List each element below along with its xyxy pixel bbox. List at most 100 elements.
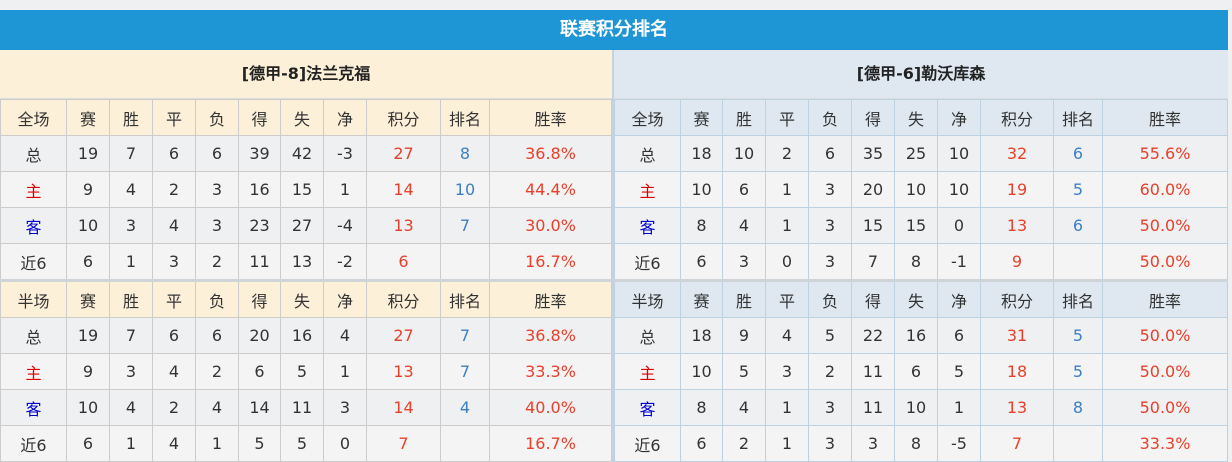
col-header-points: 积分 xyxy=(366,99,441,136)
cell-goals-for: 3 xyxy=(851,425,895,462)
col-header-points: 积分 xyxy=(980,99,1054,136)
cell-played: 18 xyxy=(680,317,723,354)
table-row: 客 10 4 2 4 14 11 3 14 4 40.0% xyxy=(0,389,612,426)
cell-goals-for: 5 xyxy=(238,425,281,462)
col-header-drawn: 平 xyxy=(152,99,196,136)
cell-lost: 6 xyxy=(808,135,852,172)
cell-points: 7 xyxy=(366,425,441,462)
col-header-win-rate: 胜率 xyxy=(489,279,612,318)
col-header-drawn: 平 xyxy=(765,99,809,136)
cell-goal-diff: -1 xyxy=(937,243,981,281)
cell-lost: 5 xyxy=(808,317,852,354)
table-row: 总 19 7 6 6 39 42 -3 27 8 36.8% xyxy=(0,135,612,172)
cell-played: 9 xyxy=(66,353,110,390)
table-row: 客 8 4 1 3 15 15 0 13 6 50.0% xyxy=(614,207,1228,244)
col-header-drawn: 平 xyxy=(765,279,809,318)
cell-label: 总 xyxy=(614,317,681,354)
cell-goals-against: 10 xyxy=(894,171,938,208)
cell-goals-against: 8 xyxy=(894,425,938,462)
col-header-goals-against: 失 xyxy=(280,279,324,318)
cell-lost: 3 xyxy=(808,171,852,208)
cell-played: 9 xyxy=(66,171,110,208)
cell-drawn: 4 xyxy=(152,353,196,390)
cell-rank xyxy=(1053,243,1103,281)
cell-won: 9 xyxy=(722,317,766,354)
col-header-label: 半场 xyxy=(614,279,681,318)
table-row: 主 9 3 4 2 6 5 1 13 7 33.3% xyxy=(0,353,612,390)
cell-goal-diff: 0 xyxy=(323,425,367,462)
cell-goal-diff: 6 xyxy=(937,317,981,354)
table-row: 主 9 4 2 3 16 15 1 14 10 44.4% xyxy=(0,171,612,208)
cell-goals-against: 5 xyxy=(280,425,324,462)
cell-played: 10 xyxy=(66,389,110,426)
cell-goal-diff: 4 xyxy=(323,317,367,354)
col-header-points: 积分 xyxy=(366,279,441,318)
table-row: 主 10 6 1 3 20 10 10 19 5 60.0% xyxy=(614,171,1228,208)
cell-goal-diff: 3 xyxy=(323,389,367,426)
cell-rank: 6 xyxy=(1053,207,1103,244)
table-row: 近6 6 1 4 1 5 5 0 7 16.7% xyxy=(0,425,612,462)
cell-played: 6 xyxy=(680,425,723,462)
cell-goal-diff: 1 xyxy=(323,171,367,208)
cell-points: 9 xyxy=(980,243,1054,281)
cell-lost: 3 xyxy=(808,389,852,426)
cell-rank: 8 xyxy=(440,135,490,172)
col-header-win-rate: 胜率 xyxy=(1102,279,1228,318)
cell-goal-diff: 1 xyxy=(323,353,367,390)
cell-points: 7 xyxy=(980,425,1054,462)
cell-rank: 7 xyxy=(440,353,490,390)
cell-win-rate: 50.0% xyxy=(1102,207,1228,244)
col-header-goal-diff: 净 xyxy=(323,99,367,136)
col-header-goals-against: 失 xyxy=(894,279,938,318)
col-header-label: 半场 xyxy=(0,279,67,318)
cell-goal-diff: -4 xyxy=(323,207,367,244)
cell-lost: 3 xyxy=(808,207,852,244)
cell-points: 14 xyxy=(366,389,441,426)
cell-win-rate: 16.7% xyxy=(489,425,612,462)
standings-widget: 联赛积分排名 [德甲-8]法兰克福 全场赛胜平负得失净积分 排名 胜率总 19 7 6 6 3… xyxy=(0,10,1228,462)
col-header-win-rate: 胜率 xyxy=(489,99,612,136)
cell-played: 10 xyxy=(680,171,723,208)
cell-rank: 5 xyxy=(1053,353,1103,390)
team-name: [德甲-6]勒沃库森 xyxy=(614,50,1228,99)
col-header-goals-for: 得 xyxy=(238,99,281,136)
cell-goals-for: 7 xyxy=(851,243,895,281)
table-row: 客 10 3 4 3 23 27 -4 13 7 30.0% xyxy=(0,207,612,244)
cell-rank: 7 xyxy=(440,317,490,354)
cell-drawn: 3 xyxy=(152,243,196,281)
cell-label: 主 xyxy=(614,353,681,390)
cell-points: 32 xyxy=(980,135,1054,172)
cell-goal-diff: 10 xyxy=(937,171,981,208)
standings-table: 全场赛胜平负得失净积分 排名 胜率总 18 10 2 6 35 25 10 32 6 55.6% 主 10 6… xyxy=(614,99,1228,462)
cell-goals-for: 20 xyxy=(851,171,895,208)
cell-win-rate: 55.6% xyxy=(1102,135,1228,172)
col-header-won: 胜 xyxy=(722,99,766,136)
col-header-rank: 排名 xyxy=(1053,99,1103,136)
col-header-won: 胜 xyxy=(722,279,766,318)
cell-goals-for: 39 xyxy=(238,135,281,172)
cell-rank: 7 xyxy=(440,207,490,244)
cell-played: 18 xyxy=(680,135,723,172)
cell-points: 31 xyxy=(980,317,1054,354)
cell-played: 10 xyxy=(680,353,723,390)
col-header-lost: 负 xyxy=(195,279,239,318)
cell-label: 客 xyxy=(614,389,681,426)
cell-points: 14 xyxy=(366,171,441,208)
header-row-half: 半场赛胜平负得失净积分 排名 胜率 xyxy=(614,279,1228,318)
col-header-goal-diff: 净 xyxy=(323,279,367,318)
cell-won: 6 xyxy=(722,171,766,208)
col-header-goals-for: 得 xyxy=(851,279,895,318)
cell-won: 3 xyxy=(109,353,153,390)
cell-goal-diff: 1 xyxy=(937,389,981,426)
cell-goals-for: 23 xyxy=(238,207,281,244)
cell-won: 7 xyxy=(109,135,153,172)
cell-drawn: 4 xyxy=(765,317,809,354)
cell-rank: 5 xyxy=(1053,171,1103,208)
cell-goals-against: 6 xyxy=(894,353,938,390)
cell-lost: 3 xyxy=(808,243,852,281)
cell-win-rate: 16.7% xyxy=(489,243,612,281)
cell-points: 6 xyxy=(366,243,441,281)
cell-drawn: 4 xyxy=(152,425,196,462)
col-header-rank: 排名 xyxy=(440,279,490,318)
cell-drawn: 0 xyxy=(765,243,809,281)
